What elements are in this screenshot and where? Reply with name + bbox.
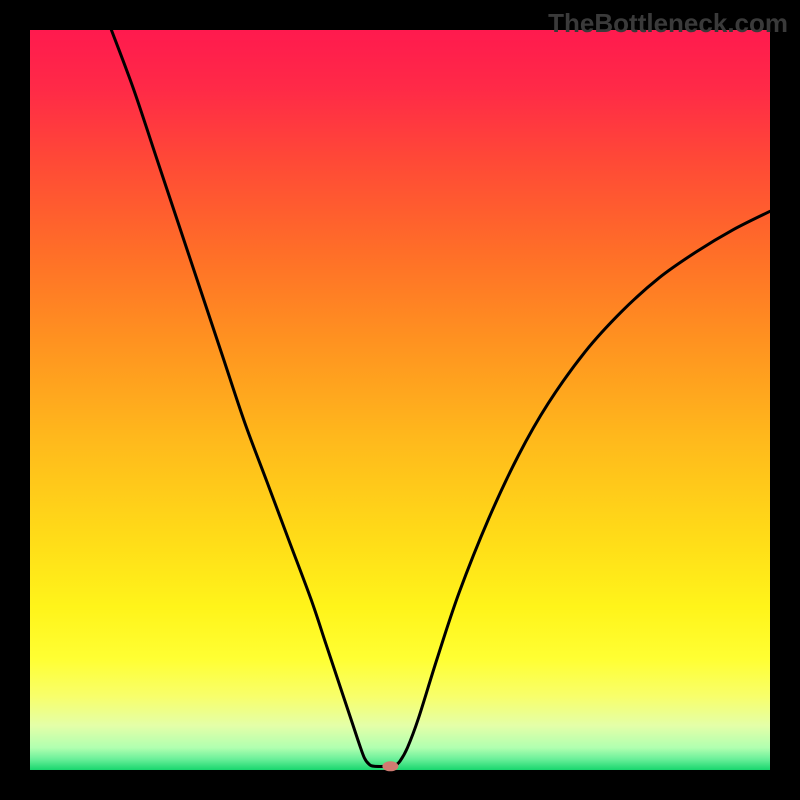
watermark-text: TheBottleneck.com: [548, 8, 788, 39]
plot-background-gradient: [30, 30, 770, 770]
chart-container: TheBottleneck.com: [0, 0, 800, 800]
minimum-marker: [382, 761, 398, 771]
chart-svg: [0, 0, 800, 800]
